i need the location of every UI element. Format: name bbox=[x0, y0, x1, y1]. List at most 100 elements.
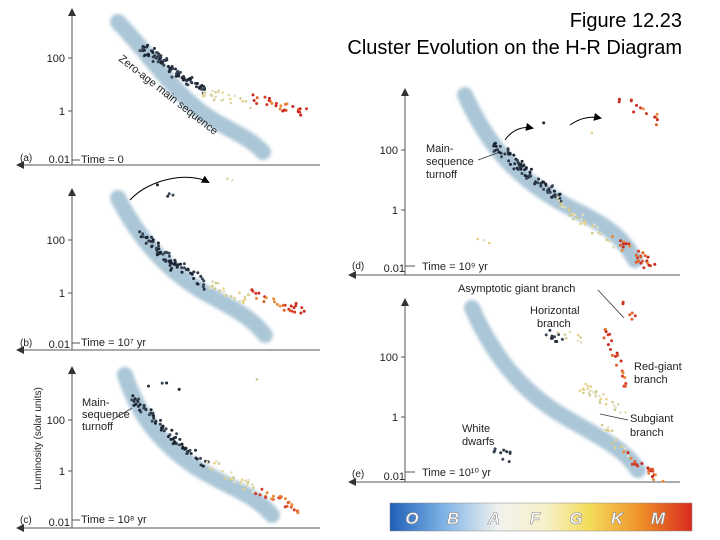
figure-number: Figure 12.23 bbox=[569, 10, 682, 32]
star-dot bbox=[217, 462, 221, 465]
star-dot bbox=[615, 363, 618, 367]
tick-label-1: 1 bbox=[392, 205, 398, 217]
star-dot bbox=[627, 242, 631, 246]
star-dot bbox=[572, 217, 575, 221]
star-dot bbox=[508, 152, 512, 156]
turnoff-leader bbox=[111, 407, 133, 421]
star-dot bbox=[167, 254, 171, 258]
star-dot bbox=[614, 439, 617, 442]
panel-e: 100 1 0.01 (e) Time = 10¹⁰ yr Asymptotic… bbox=[348, 283, 682, 486]
star-dot bbox=[151, 60, 155, 63]
star-dot bbox=[597, 231, 600, 235]
star-dot bbox=[153, 46, 156, 50]
hb-label-1: Horizontal bbox=[530, 305, 580, 317]
star-dot bbox=[147, 53, 150, 56]
star-dot bbox=[640, 462, 644, 465]
star-dot bbox=[294, 302, 298, 305]
star-dot bbox=[589, 385, 593, 389]
star-dot bbox=[646, 261, 649, 265]
star-dot bbox=[278, 304, 282, 308]
star-dot bbox=[305, 107, 308, 111]
star-dot bbox=[159, 61, 163, 65]
star-dot bbox=[150, 235, 153, 239]
star-dot bbox=[558, 204, 562, 207]
star-dot bbox=[608, 348, 612, 351]
turnoff-label-1: Main- bbox=[426, 143, 454, 155]
star-dot bbox=[523, 174, 527, 177]
star-dot bbox=[594, 392, 597, 395]
panel-letter: (b) bbox=[20, 338, 32, 349]
star-dot bbox=[296, 110, 300, 114]
star-dot bbox=[157, 53, 161, 57]
star-dot bbox=[286, 501, 290, 505]
star-dot bbox=[624, 382, 628, 385]
star-dot bbox=[202, 279, 206, 283]
star-dot bbox=[621, 245, 625, 249]
star-dot bbox=[175, 432, 179, 436]
tick-label-001: 0.01 bbox=[384, 471, 405, 483]
star-dot bbox=[214, 281, 218, 285]
star-dot bbox=[132, 399, 136, 403]
star-dot bbox=[138, 230, 142, 234]
star-dot bbox=[223, 294, 226, 297]
star-dot bbox=[152, 414, 155, 418]
main-sequence-band bbox=[464, 300, 646, 478]
star-dot bbox=[263, 95, 267, 99]
wd-label-2: dwarfs bbox=[462, 436, 495, 448]
star-dot bbox=[604, 327, 608, 331]
star-dot bbox=[626, 451, 630, 455]
star-dot bbox=[507, 460, 511, 464]
star-dot bbox=[262, 300, 266, 304]
star-dot bbox=[270, 101, 274, 105]
star-dot bbox=[178, 437, 182, 441]
star-dot bbox=[188, 448, 192, 452]
wd-label-1: White bbox=[462, 423, 490, 435]
star-dot bbox=[195, 85, 198, 89]
turnoff-label-2: sequence bbox=[426, 156, 474, 168]
star-dot bbox=[621, 242, 625, 246]
star-dot bbox=[579, 336, 582, 339]
star-dot bbox=[239, 97, 242, 100]
star-dot bbox=[178, 443, 181, 447]
star-dot bbox=[242, 488, 246, 491]
star-dot bbox=[141, 235, 145, 239]
star-dot bbox=[550, 336, 554, 340]
star-dot bbox=[502, 448, 506, 452]
star-dot bbox=[201, 464, 205, 468]
turnoff-label-2: sequence bbox=[82, 409, 130, 421]
star-dot bbox=[607, 425, 610, 429]
star-dot bbox=[274, 104, 278, 108]
star-dot bbox=[214, 91, 217, 94]
star-dot bbox=[591, 225, 594, 228]
star-dot bbox=[639, 106, 642, 110]
star-dot bbox=[155, 183, 159, 187]
star-dot bbox=[278, 496, 282, 500]
tick-label-100: 100 bbox=[47, 415, 65, 427]
star-dot bbox=[184, 446, 187, 450]
spectral-letter-o: O bbox=[405, 509, 418, 528]
tick-label-1: 1 bbox=[392, 412, 398, 424]
star-dot bbox=[133, 397, 137, 401]
star-dot bbox=[268, 96, 271, 100]
star-dot bbox=[279, 104, 283, 108]
star-dot bbox=[289, 304, 293, 308]
star-dot bbox=[218, 289, 221, 293]
tick-label-1: 1 bbox=[59, 106, 65, 118]
star-dot bbox=[537, 177, 540, 181]
evolution-arrow bbox=[129, 175, 210, 201]
star-dot bbox=[618, 97, 621, 101]
star-dot bbox=[233, 480, 236, 484]
star-dot bbox=[199, 463, 203, 467]
star-dot bbox=[590, 131, 594, 135]
star-dot bbox=[298, 107, 302, 111]
star-dot bbox=[582, 221, 586, 224]
star-dot bbox=[621, 374, 624, 378]
main-sequence-band bbox=[110, 190, 273, 343]
star-dot bbox=[213, 287, 217, 290]
star-dot bbox=[186, 451, 190, 455]
star-dot bbox=[632, 110, 636, 114]
star-dot bbox=[291, 105, 295, 108]
star-dot bbox=[240, 482, 243, 486]
star-dot bbox=[281, 303, 285, 307]
